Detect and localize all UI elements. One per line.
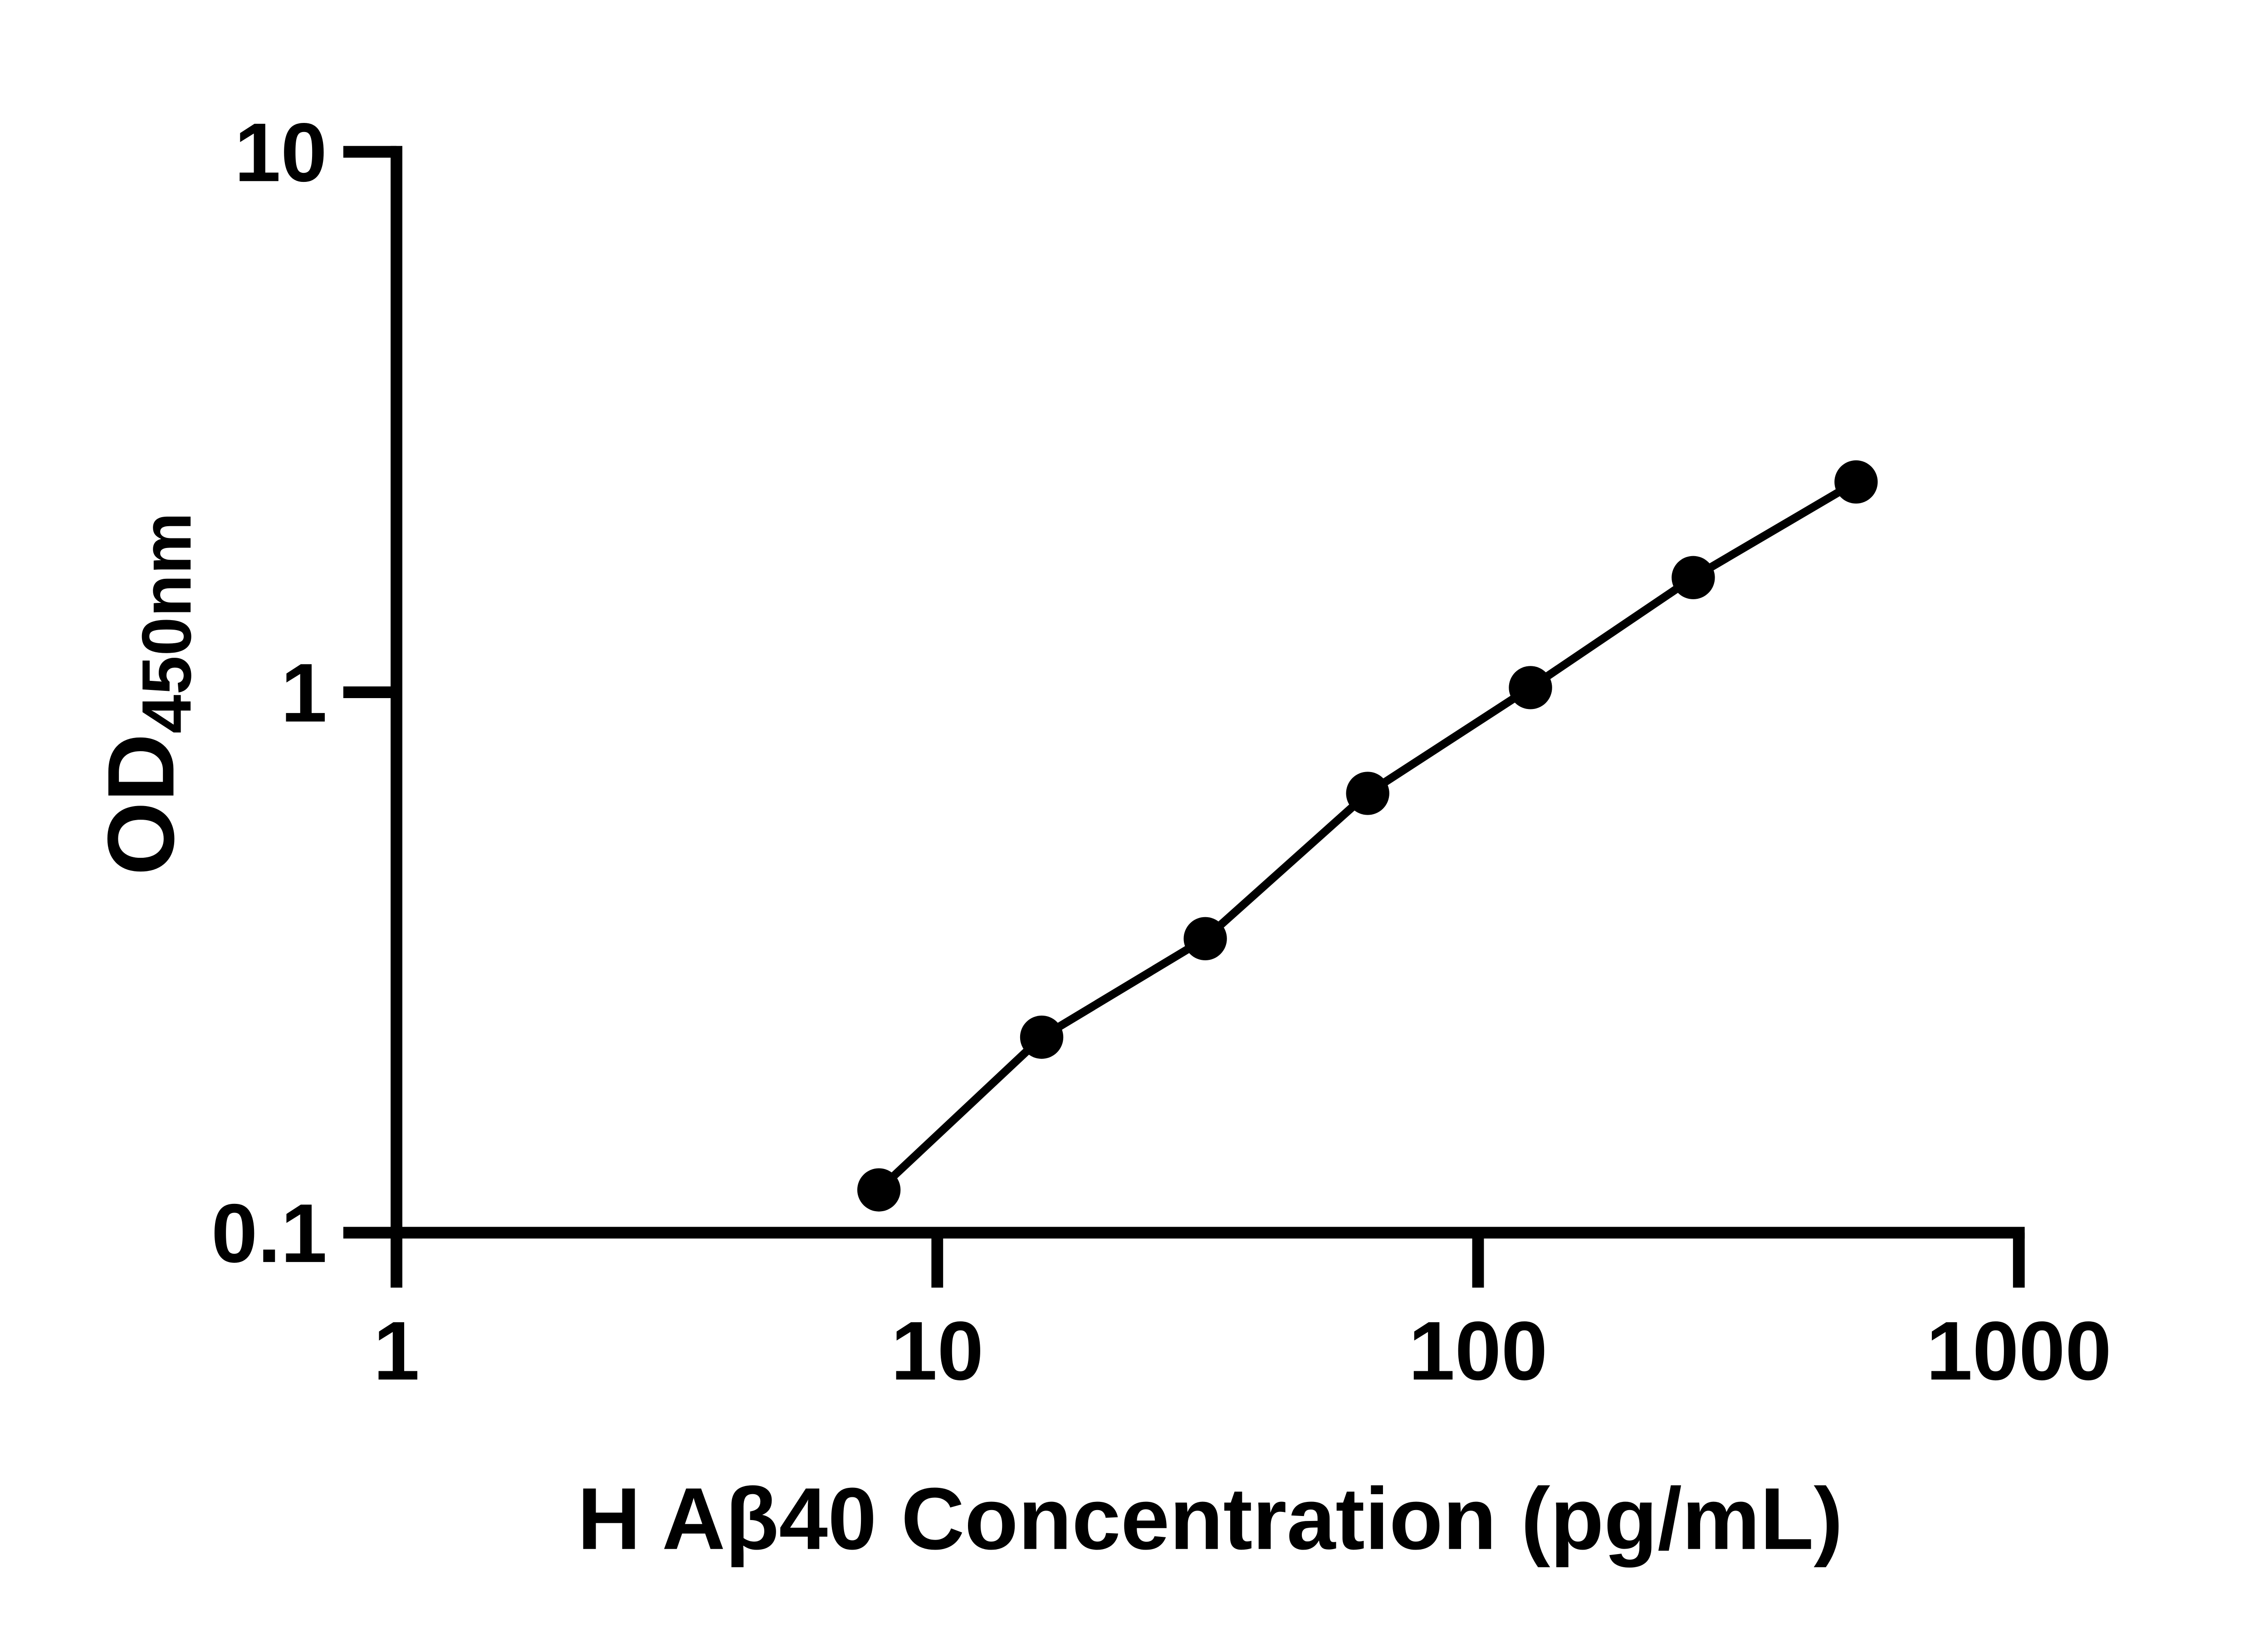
y-axis-ticks: 0.1 1 10 <box>211 106 397 1280</box>
data-point-62.5pg <box>1346 772 1389 815</box>
y-tick-label-10: 10 <box>235 106 327 199</box>
data-point-15.6pg <box>1020 1015 1064 1059</box>
data-series <box>857 460 1878 1212</box>
data-point-7.8pg <box>857 1168 901 1212</box>
x-tick-label-10: 10 <box>891 1304 983 1397</box>
y-tick-label-1: 1 <box>281 646 327 739</box>
y-axis-title-subscript: 450nm <box>127 512 205 733</box>
x-tick-label-1000: 1000 <box>1926 1304 2112 1397</box>
x-tick-label-1: 1 <box>373 1304 420 1397</box>
y-axis: 0.1 1 10 OD450nm <box>88 106 402 1280</box>
data-point-31.3pg <box>1183 917 1227 960</box>
y-axis-title-main: OD <box>88 733 194 875</box>
data-point-500pg <box>1834 460 1878 504</box>
data-point-125pg <box>1509 666 1552 709</box>
y-tick-label-0.1: 0.1 <box>211 1187 327 1280</box>
x-axis-ticks: 1 10 100 1000 <box>373 1232 2112 1397</box>
x-axis: 1 10 100 1000 H Aβ40 Concentration (pg/mL) <box>373 1227 2112 1568</box>
x-axis-title: H Aβ40 Concentration (pg/mL) <box>577 1470 1843 1568</box>
x-tick-label-100: 100 <box>1408 1304 1548 1397</box>
y-axis-title: OD450nm <box>88 512 205 875</box>
data-point-250pg <box>1672 556 1715 600</box>
